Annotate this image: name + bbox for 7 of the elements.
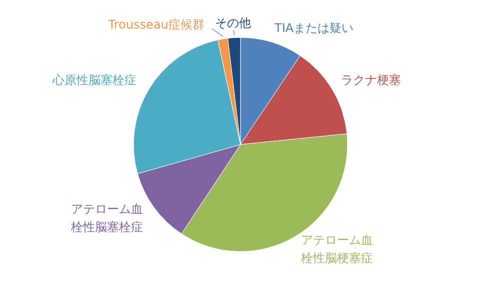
slice-label: Trousseau症候群 [107, 18, 204, 32]
slice-label: ラクナ梗塞 [340, 72, 401, 87]
slice-label: アテローム血栓性脳塞栓症 [70, 202, 144, 234]
slice-label: その他 [214, 16, 251, 30]
slice-label: 心原性脳塞栓症 [52, 72, 137, 87]
slice-label: TIAまたは疑い [274, 21, 354, 36]
slice-label: アテローム血栓性脳梗塞症 [300, 233, 374, 266]
